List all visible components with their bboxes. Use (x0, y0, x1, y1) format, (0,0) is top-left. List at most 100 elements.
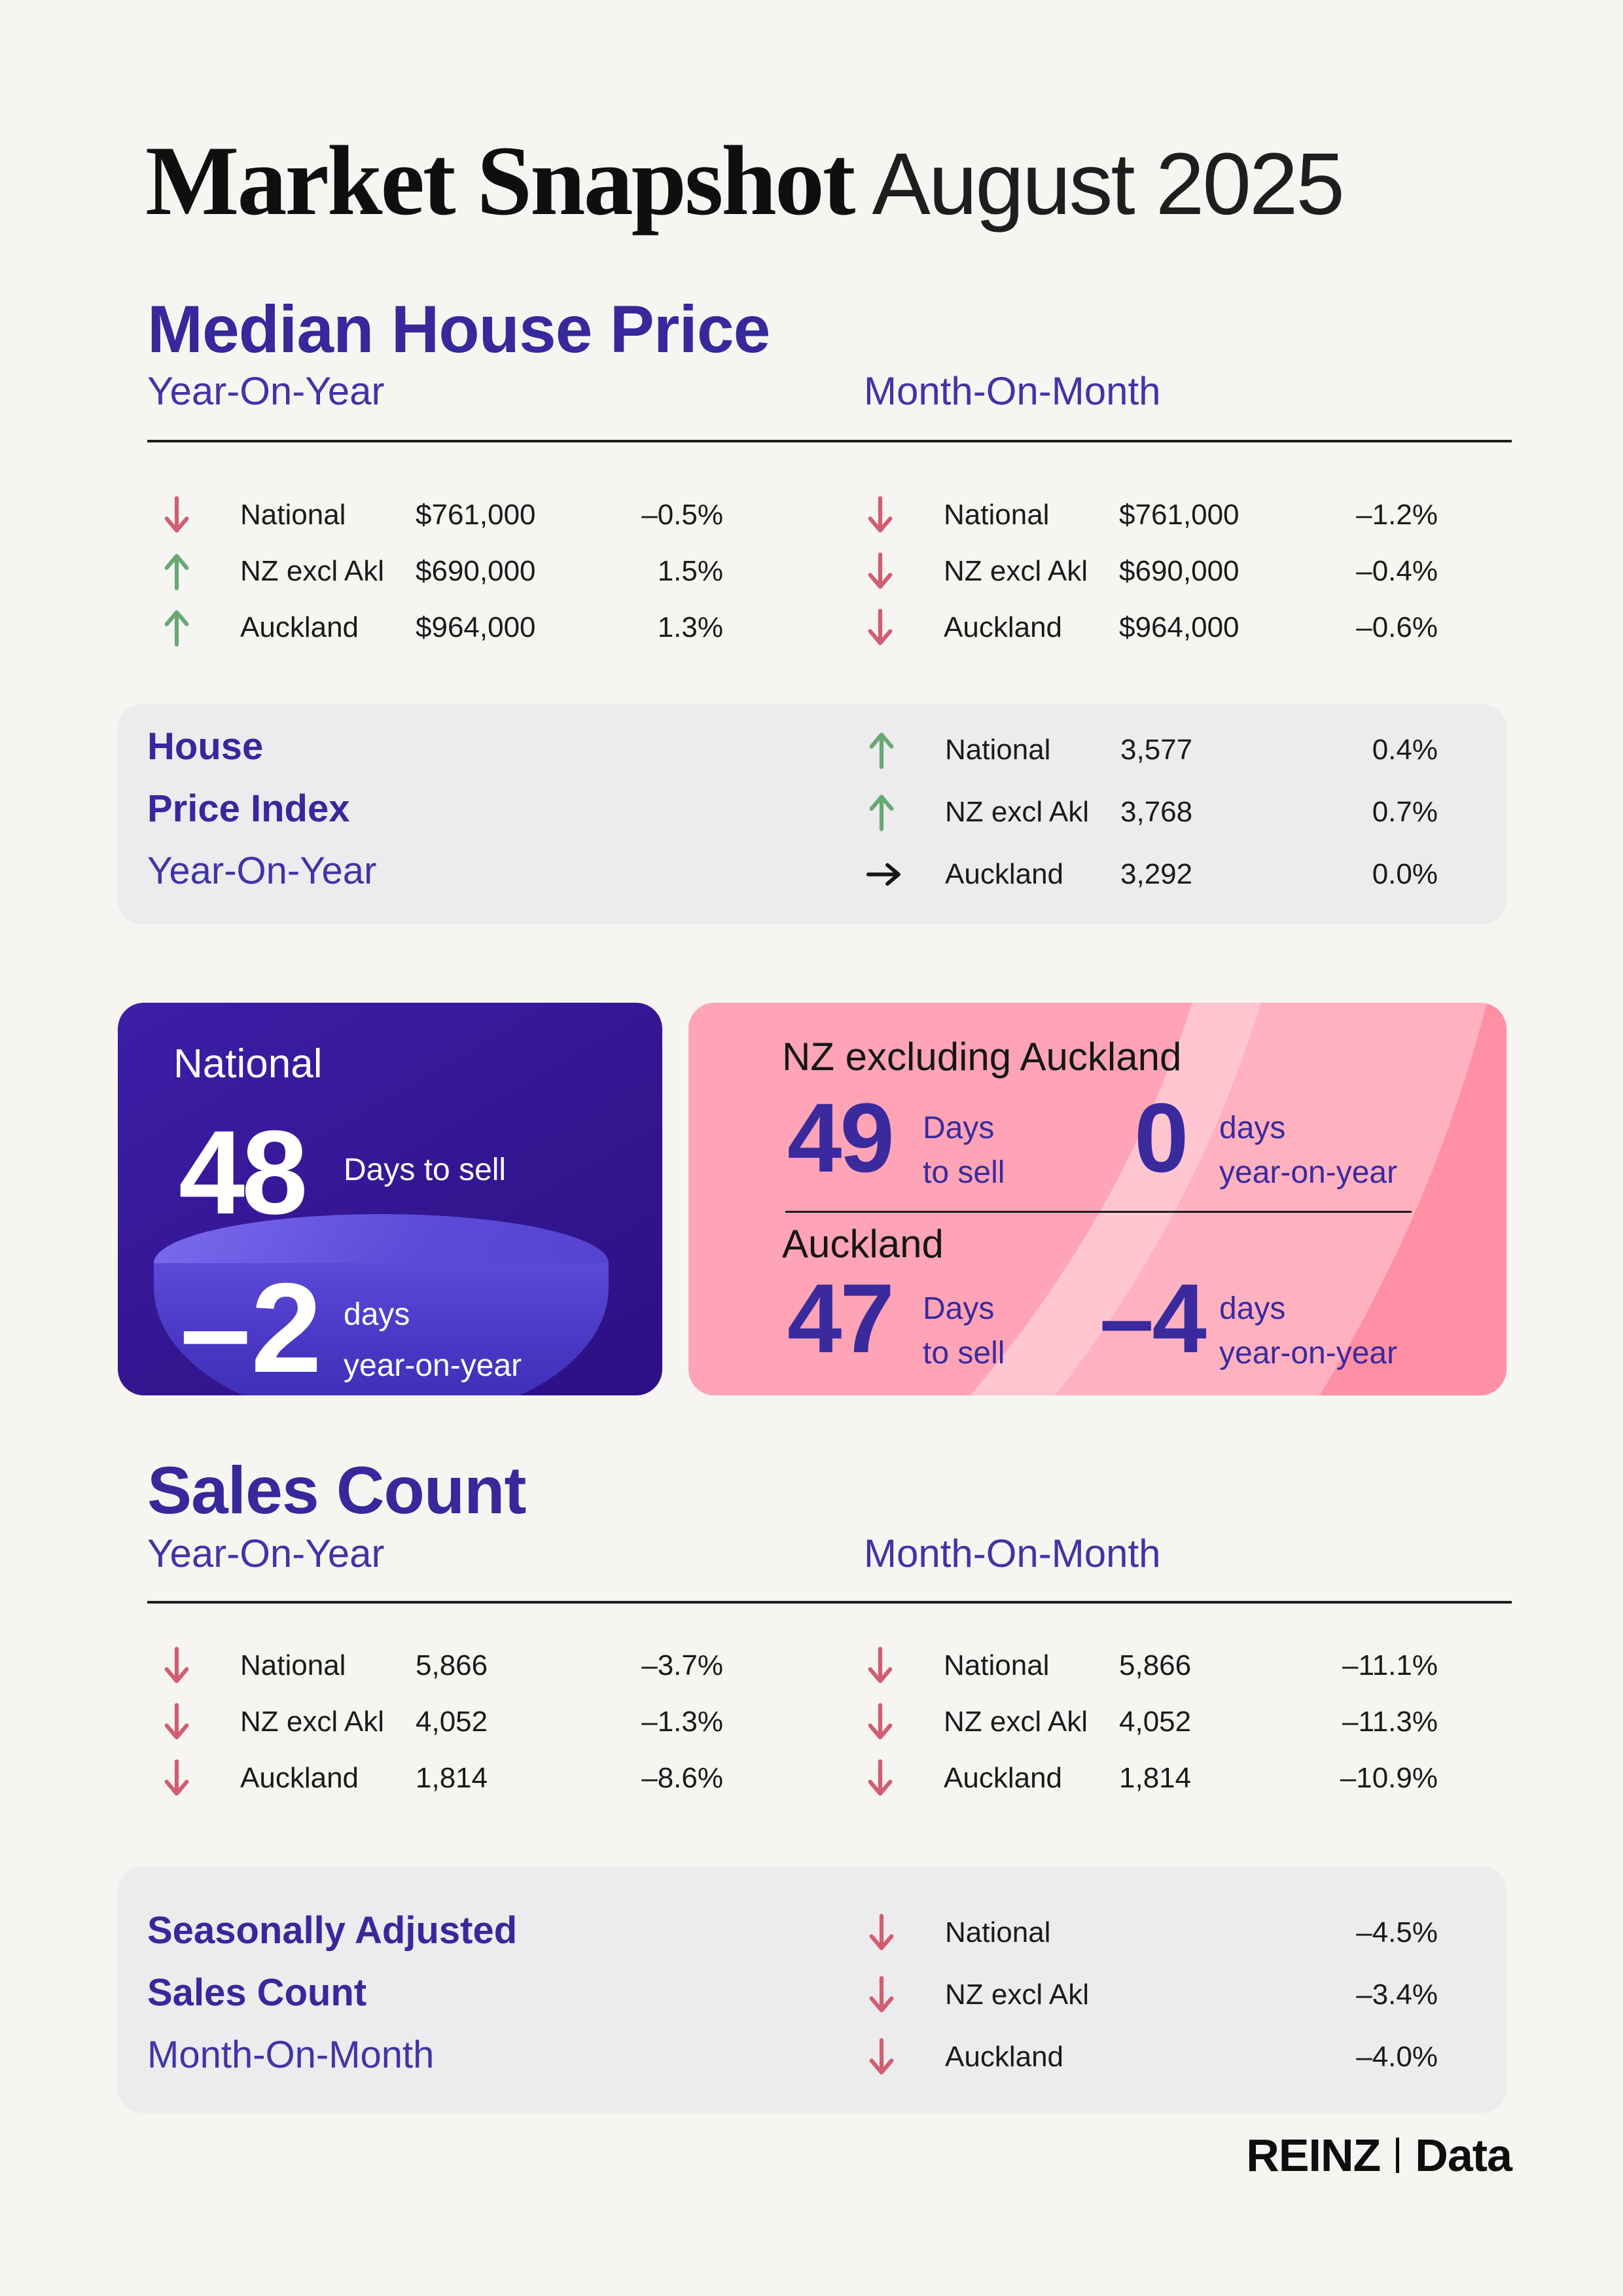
days-to-sell-label: Days to sell (923, 1287, 1005, 1376)
change-value: –4.5% (1356, 1916, 1438, 1948)
page-title-period: August 2025 (872, 135, 1345, 233)
sales-value: 4,052 (416, 1706, 488, 1738)
sales-value: 1,814 (1119, 1762, 1192, 1794)
days-change-label: days year-on-year (1219, 1287, 1397, 1376)
seasonally-adjusted-heading: Seasonally Adjusted Sales Count Month-On… (147, 1899, 517, 2086)
arrow-down-icon (864, 495, 944, 535)
table-row: NZ excl Akl $690,000 –0.4% (864, 543, 1438, 600)
region-label: NZ excl Akl (944, 1706, 1088, 1738)
card-region-label: National (173, 1041, 323, 1086)
seasonally-adjusted-table: National –4.5% NZ excl Akl –3.4% Aucklan… (865, 1901, 1438, 2088)
change-value: 1.3% (657, 611, 723, 643)
arrow-down-icon (864, 607, 944, 648)
hpi-table: National 3,577 0.4% NZ excl Akl 3,768 0.… (865, 719, 1438, 905)
arrow-down-icon (864, 1702, 944, 1742)
divider-rule (147, 1601, 1512, 1604)
region-label: National (240, 499, 346, 531)
arrow-up-icon (865, 730, 945, 770)
podium-bowl-graphic (154, 1263, 609, 1395)
arrow-down-icon (864, 1758, 944, 1799)
product-name: Data (1415, 2130, 1512, 2181)
days-to-sell-label: Days to sell (923, 1106, 1005, 1195)
index-value: 3,577 (1120, 733, 1193, 766)
table-row: Auckland 3,292 0.0% (865, 843, 1438, 905)
days-to-sell-national-card: National 48 Days to sell –2 days year-on… (118, 1003, 662, 1395)
reinz-data-logo: REINZ Data (1246, 2132, 1512, 2178)
card-region-label: NZ excluding Auckland (782, 1035, 1182, 1079)
price-value: $964,000 (1119, 611, 1240, 643)
change-value: 0.4% (1372, 733, 1438, 766)
arrow-down-icon (160, 495, 240, 535)
region-label: National (945, 1916, 1051, 1948)
change-value: –11.3% (1342, 1706, 1438, 1738)
arrow-up-icon (865, 792, 945, 833)
label-line: year-on-year (1219, 1336, 1398, 1371)
days-change-label: days year-on-year (344, 1289, 522, 1391)
change-value: –8.6% (641, 1762, 723, 1794)
table-row: NZ excl Akl 4,052 –1.3% (160, 1694, 723, 1750)
sales-value: 5,866 (1119, 1649, 1192, 1681)
arrow-right-icon (865, 859, 945, 890)
page-title: Market Snapshot August 2025 (145, 131, 1345, 233)
arrow-down-icon (160, 1758, 240, 1799)
arrow-up-icon (160, 551, 240, 592)
sales-value: 4,052 (1119, 1706, 1192, 1738)
heading-line: Price Index (147, 787, 350, 830)
price-value: $964,000 (416, 611, 536, 643)
region-label: National (944, 499, 1050, 531)
label-line: days (1219, 1291, 1286, 1326)
heading-line: House (147, 725, 264, 768)
house-price-index-heading: House Price Index Year-On-Year (147, 715, 376, 902)
change-value: 0.7% (1372, 795, 1438, 828)
region-label: NZ excl Akl (945, 1978, 1090, 2011)
logo-divider (1396, 2138, 1400, 2173)
change-value: –1.2% (1356, 499, 1438, 531)
label-line: Days (923, 1111, 995, 1145)
arrow-down-icon (865, 2037, 945, 2077)
sales-mom-subheading: Month-On-Month (864, 1532, 1161, 1575)
sales-count-heading: Sales Count (147, 1453, 526, 1528)
arrow-down-icon (864, 1645, 944, 1686)
table-row: Auckland $964,000 –0.6% (864, 600, 1438, 656)
table-row: Auckland –4.0% (865, 2026, 1438, 2088)
days-change-value: –4 (1099, 1263, 1207, 1373)
arrow-down-icon (160, 1702, 240, 1742)
days-to-sell-label: Days to sell (344, 1153, 507, 1187)
brand-name: REINZ (1246, 2130, 1381, 2181)
table-row: NZ excl Akl $690,000 1.5% (160, 543, 723, 600)
house-price-index-box (118, 704, 1507, 924)
change-value: 0.0% (1372, 857, 1438, 890)
price-value: $761,000 (416, 499, 536, 531)
table-row: Auckland 1,814 –10.9% (864, 1750, 1438, 1806)
arrow-down-icon (865, 1912, 945, 1953)
days-to-sell-value: 47 (787, 1263, 895, 1373)
index-value: 3,292 (1120, 857, 1193, 890)
table-row: National 5,866 –3.7% (160, 1638, 723, 1694)
change-value: –0.5% (641, 499, 723, 531)
median-house-price-heading: Median House Price (147, 292, 770, 367)
region-label: NZ excl Akl (944, 555, 1088, 587)
change-value: –3.4% (1356, 1978, 1438, 2011)
table-row: National 3,577 0.4% (865, 719, 1438, 781)
region-label: Auckland (944, 1762, 1063, 1794)
change-value: –1.3% (641, 1706, 723, 1738)
region-label: National (945, 733, 1051, 766)
label-line: Days (923, 1291, 995, 1326)
days-change-value: –2 (180, 1257, 322, 1395)
table-row: National $761,000 –1.2% (864, 487, 1438, 543)
region-label: NZ excl Akl (240, 1706, 385, 1738)
region-label: NZ excl Akl (240, 555, 385, 587)
region-label: Auckland (240, 611, 359, 643)
price-value: $690,000 (1119, 555, 1240, 587)
table-row: Auckland 1,814 –8.6% (160, 1750, 723, 1806)
price-value: $761,000 (1119, 499, 1240, 531)
subheading-line: Month-On-Month (147, 2034, 435, 2076)
label-line: days (1219, 1111, 1286, 1145)
mhp-yoy-table: National $761,000 –0.5% NZ excl Akl $690… (160, 487, 723, 656)
price-value: $690,000 (416, 555, 536, 587)
sales-mom-table: National 5,866 –11.1% NZ excl Akl 4,052 … (864, 1638, 1438, 1806)
sales-yoy-table: National 5,866 –3.7% NZ excl Akl 4,052 –… (160, 1638, 723, 1806)
days-change-label: days year-on-year (1219, 1106, 1397, 1195)
heading-line: Sales Count (147, 1971, 367, 2014)
